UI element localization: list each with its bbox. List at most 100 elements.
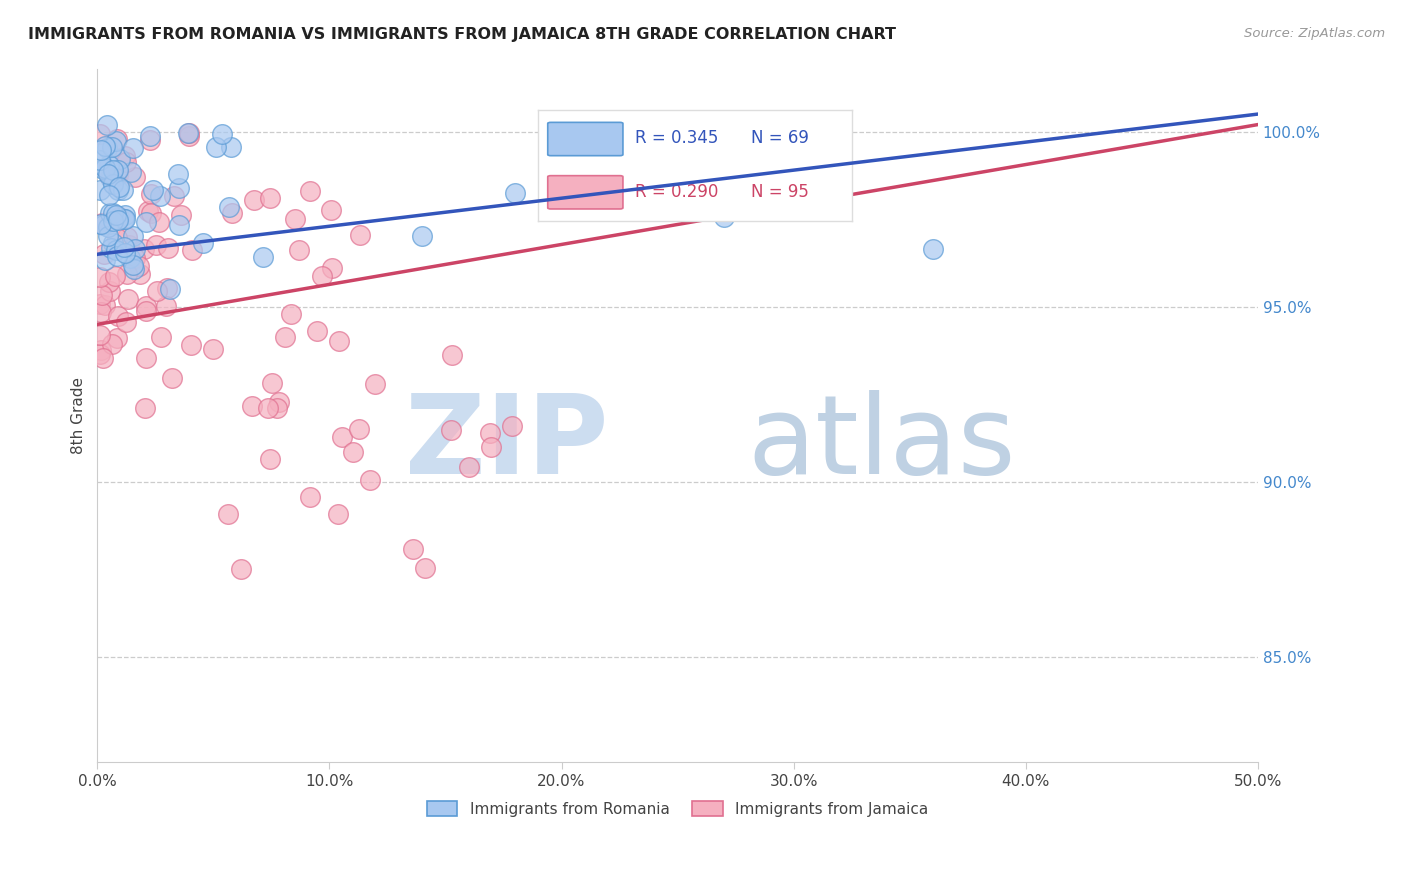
Point — [122, 262, 145, 277]
Point — [321, 202, 343, 217]
Point — [100, 172, 122, 186]
Point — [180, 338, 202, 352]
Point — [90, 343, 112, 357]
Point — [89, 328, 111, 343]
Point — [107, 169, 129, 183]
Y-axis label: 8th Grade: 8th Grade — [72, 377, 86, 454]
Point — [162, 189, 184, 203]
Text: Source: ZipAtlas.com: Source: ZipAtlas.com — [1244, 27, 1385, 40]
Point — [221, 206, 243, 220]
Point — [274, 330, 297, 344]
Point — [177, 127, 200, 141]
Point — [101, 206, 124, 220]
Point — [413, 561, 436, 575]
Point — [457, 460, 479, 475]
Point — [141, 206, 163, 220]
Point — [180, 243, 202, 257]
Point — [136, 204, 159, 219]
Point — [89, 346, 111, 360]
Point — [411, 228, 433, 243]
Point — [922, 242, 945, 256]
Point — [479, 440, 502, 454]
Point — [229, 562, 252, 576]
Point — [156, 281, 179, 295]
Point — [114, 245, 136, 260]
Point — [441, 348, 464, 362]
Point — [115, 267, 138, 281]
Point — [107, 132, 129, 146]
Point — [101, 163, 124, 178]
Point — [349, 227, 371, 242]
Point — [104, 135, 127, 149]
Point — [98, 188, 121, 202]
Point — [284, 212, 307, 227]
Point — [107, 212, 129, 227]
Point — [299, 490, 322, 504]
Point — [98, 170, 121, 185]
Point — [115, 229, 138, 244]
Point — [122, 259, 145, 273]
Point — [124, 242, 146, 256]
Point — [101, 236, 124, 251]
Point — [135, 215, 157, 229]
Point — [142, 183, 165, 197]
Point — [89, 269, 111, 284]
Point — [90, 143, 112, 157]
Point — [101, 140, 124, 154]
Point — [100, 337, 122, 351]
Point — [89, 128, 111, 142]
Text: IMMIGRANTS FROM ROMANIA VS IMMIGRANTS FROM JAMAICA 8TH GRADE CORRELATION CHART: IMMIGRANTS FROM ROMANIA VS IMMIGRANTS FR… — [28, 27, 896, 42]
Point — [108, 153, 131, 167]
Point — [177, 126, 200, 140]
Point — [170, 208, 193, 222]
Point — [359, 474, 381, 488]
Point — [112, 184, 135, 198]
Point — [219, 139, 242, 153]
Point — [806, 162, 828, 177]
Point — [107, 183, 129, 197]
Point — [91, 218, 114, 232]
Point — [103, 178, 125, 192]
Point — [93, 161, 115, 175]
Point — [305, 324, 328, 338]
Point — [94, 298, 117, 312]
Point — [112, 212, 135, 227]
Point — [107, 163, 129, 178]
Point — [242, 193, 264, 207]
Point — [218, 200, 240, 214]
Point — [104, 208, 127, 222]
Point — [146, 284, 169, 298]
Point — [159, 282, 181, 296]
Point — [326, 508, 349, 522]
Point — [91, 288, 114, 302]
Point — [321, 260, 343, 275]
Point — [139, 133, 162, 147]
Point — [402, 541, 425, 556]
Point — [266, 401, 288, 416]
Point — [150, 330, 173, 344]
Point — [96, 118, 118, 132]
Point — [129, 267, 152, 281]
Point — [135, 351, 157, 366]
Point — [122, 141, 145, 155]
Point — [98, 158, 121, 172]
Point — [193, 236, 215, 251]
Point — [259, 451, 281, 466]
Point — [121, 228, 143, 243]
Point — [91, 351, 114, 365]
Point — [105, 249, 128, 263]
Point — [97, 168, 120, 182]
Point — [114, 208, 136, 222]
Point — [93, 247, 115, 261]
Point — [280, 307, 302, 321]
Point — [91, 162, 114, 177]
Point — [342, 444, 364, 458]
Point — [330, 430, 353, 444]
Point — [89, 153, 111, 167]
Point — [167, 180, 190, 194]
Point — [259, 191, 281, 205]
Point — [105, 243, 128, 257]
Point — [135, 303, 157, 318]
Point — [112, 239, 135, 253]
Point — [202, 342, 225, 356]
